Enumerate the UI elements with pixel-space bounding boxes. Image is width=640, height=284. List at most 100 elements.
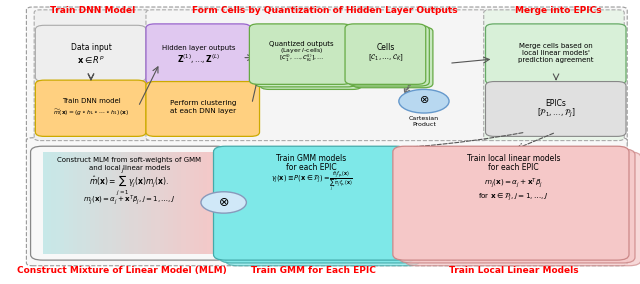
Text: $\gamma_j(\mathbf{x}) \equiv P(\mathbf{x} \in \mathcal{P}_j) = \frac{\hat{\pi}_j: $\gamma_j(\mathbf{x}) \equiv P(\mathbf{x… (271, 170, 353, 193)
Bar (103, 152, 108, 254)
FancyBboxPatch shape (486, 24, 626, 84)
Text: Construct Mixture of Linear Model (MLM): Construct Mixture of Linear Model (MLM) (17, 266, 227, 275)
Bar (194, 152, 199, 254)
FancyBboxPatch shape (26, 7, 627, 145)
Text: Form Cells by Quantization of Hidden Layer Outputs: Form Cells by Quantization of Hidden Lay… (193, 6, 458, 14)
Text: and local linear models: and local linear models (88, 165, 170, 171)
Text: for each EPIC: for each EPIC (286, 163, 337, 172)
Text: $m_j(\mathbf{x}) = \alpha_j + \mathbf{x}^T \beta_j$: $m_j(\mathbf{x}) = \alpha_j + \mathbf{x}… (484, 176, 543, 190)
Bar (173, 152, 177, 254)
Text: Merge into EPICs: Merge into EPICs (515, 6, 602, 14)
Bar (164, 152, 169, 254)
Bar (142, 152, 147, 254)
FancyBboxPatch shape (260, 29, 362, 89)
Text: $[\mathcal{P}_1, \ldots, \mathcal{P}_J]$: $[\mathcal{P}_1, \ldots, \mathcal{P}_J]$ (537, 107, 575, 120)
Bar (99, 152, 104, 254)
Text: Train GMM for Each EPIC: Train GMM for Each EPIC (251, 266, 376, 275)
Bar (112, 152, 117, 254)
Bar (90, 152, 95, 254)
Bar (86, 152, 91, 254)
Circle shape (399, 89, 449, 113)
Bar (168, 152, 173, 254)
Bar (138, 152, 143, 254)
Text: Train GMM models: Train GMM models (276, 154, 347, 163)
Bar (47, 152, 52, 254)
Text: $\mathbf{Z}^{(1)}, \ldots, \mathbf{Z}^{(L)}$: $\mathbf{Z}^{(1)}, \ldots, \mathbf{Z}^{(… (177, 52, 220, 66)
Bar (203, 152, 208, 254)
Bar (125, 152, 130, 254)
Text: Cartesian: Cartesian (409, 116, 439, 121)
Bar (151, 152, 156, 254)
Text: $\otimes$: $\otimes$ (218, 196, 229, 209)
Text: Data input: Data input (70, 43, 111, 52)
Bar (56, 152, 60, 254)
FancyBboxPatch shape (146, 24, 251, 84)
Text: Train DNN model: Train DNN model (61, 98, 120, 104)
FancyBboxPatch shape (484, 10, 624, 141)
Bar (177, 152, 182, 254)
FancyBboxPatch shape (399, 149, 635, 263)
Text: Train Local Linear Models: Train Local Linear Models (449, 266, 579, 275)
Bar (95, 152, 99, 254)
Text: Construct MLM from soft-weights of GMM: Construct MLM from soft-weights of GMM (57, 157, 202, 163)
Bar (81, 152, 86, 254)
Text: $[\mathcal{C}_1, \ldots, \mathcal{C}_{\tilde{K}}]$: $[\mathcal{C}_1, \ldots, \mathcal{C}_{\t… (368, 52, 404, 63)
Bar (190, 152, 195, 254)
Bar (64, 152, 69, 254)
Bar (156, 152, 160, 254)
Bar (73, 152, 78, 254)
Text: $m_j(\mathbf{x}) = \alpha_j + \mathbf{x}^T\beta_j, j = 1, \ldots, J$: $m_j(\mathbf{x}) = \alpha_j + \mathbf{x}… (83, 193, 175, 206)
FancyBboxPatch shape (34, 10, 151, 141)
FancyBboxPatch shape (225, 152, 420, 266)
Text: Product: Product (412, 122, 436, 127)
FancyBboxPatch shape (26, 138, 627, 266)
FancyBboxPatch shape (349, 26, 429, 86)
Text: (Layer $l$-cells): (Layer $l$-cells) (280, 46, 323, 55)
Text: at each DNN layer: at each DNN layer (170, 108, 236, 114)
Text: Cells: Cells (376, 43, 395, 52)
Text: $\mathbf{x} \in R^p$: $\mathbf{x} \in R^p$ (77, 54, 105, 64)
Bar (147, 152, 152, 254)
FancyBboxPatch shape (405, 152, 640, 266)
Text: Train local linear models: Train local linear models (467, 154, 561, 163)
Text: Train DNN Model: Train DNN Model (49, 6, 135, 14)
Bar (207, 152, 212, 254)
Text: $\otimes$: $\otimes$ (419, 94, 429, 105)
Text: Hidden layer outputs: Hidden layer outputs (162, 45, 236, 51)
Bar (186, 152, 191, 254)
FancyBboxPatch shape (486, 82, 626, 136)
Bar (51, 152, 56, 254)
Bar (120, 152, 125, 254)
FancyBboxPatch shape (214, 146, 408, 260)
Text: EPICs: EPICs (546, 99, 566, 108)
FancyBboxPatch shape (250, 24, 351, 84)
Bar (181, 152, 186, 254)
Bar (116, 152, 121, 254)
FancyBboxPatch shape (146, 10, 490, 141)
FancyBboxPatch shape (35, 25, 146, 82)
Bar (134, 152, 138, 254)
Bar (77, 152, 82, 254)
Text: Quantized outputs: Quantized outputs (269, 41, 333, 47)
FancyBboxPatch shape (345, 24, 426, 84)
Text: $\widetilde{m}(\mathbf{x})=(g \circ h_L \circ \cdots \circ h_1)(\mathbf{x})$: $\widetilde{m}(\mathbf{x})=(g \circ h_L … (53, 108, 129, 118)
Bar (159, 152, 164, 254)
Bar (108, 152, 113, 254)
Text: prediction agreement: prediction agreement (518, 57, 594, 63)
FancyBboxPatch shape (393, 146, 629, 260)
FancyBboxPatch shape (35, 80, 146, 136)
Circle shape (201, 192, 246, 213)
FancyBboxPatch shape (220, 149, 414, 263)
Bar (68, 152, 74, 254)
Text: for $\mathbf{x} \in \mathcal{P}_j, j = 1, \ldots, J$: for $\mathbf{x} \in \mathcal{P}_j, j = 1… (478, 191, 549, 202)
Bar (129, 152, 134, 254)
Bar (212, 152, 216, 254)
Bar (198, 152, 204, 254)
FancyBboxPatch shape (146, 82, 260, 136)
Text: for each EPIC: for each EPIC (488, 163, 539, 172)
Text: $\hat{m}(\mathbf{x}) = \sum_{j=1}^{J} \gamma_j(\mathbf{x})m_j(\mathbf{x}).$: $\hat{m}(\mathbf{x}) = \sum_{j=1}^{J} \g… (90, 167, 169, 197)
FancyBboxPatch shape (352, 27, 433, 88)
Text: $[\mathcal{C}_1^{(l)}, \ldots, \mathcal{C}_{K_1}^{(l)}], \ldots$: $[\mathcal{C}_1^{(l)}, \ldots, \mathcal{… (279, 53, 324, 64)
Text: local linear models': local linear models' (522, 51, 590, 57)
Text: Merge cells based on: Merge cells based on (519, 43, 593, 49)
